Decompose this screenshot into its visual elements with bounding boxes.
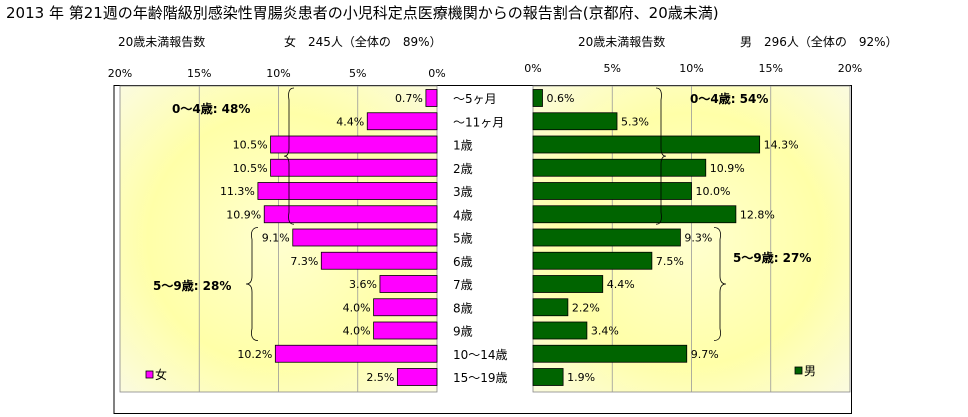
female-bar — [270, 135, 438, 154]
female-data-label: 3.6% — [349, 278, 377, 291]
male-data-label: 2.2% — [572, 301, 600, 314]
male-data-label: 3.4% — [591, 325, 619, 338]
chart-border — [113, 85, 852, 414]
female-count-label: 20歳未満報告数 — [118, 35, 206, 49]
female-bar — [257, 182, 438, 200]
category-label: 2歳 — [453, 162, 473, 176]
female-bar — [373, 298, 438, 317]
category-label: 5歳 — [453, 232, 473, 246]
female-data-label: 0.7% — [395, 92, 423, 105]
female-data-label: 10.5% — [233, 139, 268, 152]
female-tick-label: 10% — [266, 67, 290, 80]
female-tick-label: 15% — [187, 67, 211, 80]
female-bar — [396, 368, 438, 386]
category-label: 15～19歳 — [453, 371, 508, 385]
male-tick-label: 10% — [679, 62, 703, 75]
male-count-summary: 男 296人（全体の 92%） — [740, 35, 898, 49]
chart-title: 2013 年 第21週の年齢階級別感染性胃腸炎患者の小児科定点医療機関からの報告… — [6, 4, 719, 22]
category-label: 6歳 — [453, 255, 473, 269]
male-annotation-5-9: 5～9歳: 27% — [733, 250, 811, 265]
female-bar — [366, 112, 438, 131]
category-label: 8歳 — [453, 301, 473, 315]
male-brace-5-9 — [713, 227, 727, 341]
male-bar — [532, 228, 681, 247]
female-data-label: 7.3% — [290, 255, 318, 268]
female-bar — [425, 89, 438, 107]
female-data-label: 10.2% — [237, 348, 272, 361]
male-data-label: 4.4% — [607, 278, 635, 291]
female-tick-label: 5% — [349, 67, 366, 80]
female-annotation-5-9: 5～9歳: 28% — [153, 278, 231, 293]
male-data-label: 5.3% — [621, 115, 649, 128]
male-brace-0-4 — [655, 87, 667, 225]
category-label: 3歳 — [453, 185, 473, 199]
category-label: 4歳 — [453, 208, 473, 222]
male-data-label: 10.9% — [710, 162, 745, 175]
male-tick-label: 5% — [604, 62, 621, 75]
male-data-label: 1.9% — [567, 371, 595, 384]
male-data-label: 14.3% — [764, 139, 799, 152]
male-bar — [532, 321, 588, 340]
female-bar — [292, 228, 438, 247]
female-brace-5-9 — [245, 227, 259, 341]
male-bar — [532, 135, 761, 154]
male-bar — [532, 89, 543, 107]
female-legend-swatch — [145, 370, 154, 379]
male-tick-label: 0% — [524, 62, 541, 75]
female-data-label: 4.0% — [343, 325, 371, 338]
female-brace-0-4 — [283, 87, 295, 225]
category-label: 7歳 — [453, 278, 473, 292]
female-data-label: 11.3% — [220, 185, 255, 198]
male-bar — [532, 158, 707, 177]
male-data-label: 0.6% — [547, 92, 575, 105]
category-label: 1歳 — [453, 139, 473, 153]
male-bar — [532, 275, 604, 293]
female-bar — [263, 205, 438, 224]
male-legend-label: 男 — [804, 364, 816, 378]
female-data-label: 10.9% — [226, 208, 261, 221]
male-data-label: 10.0% — [696, 185, 731, 198]
female-annotation-0-4: 0～4歳: 48% — [172, 101, 250, 116]
female-data-label: 9.1% — [262, 232, 290, 245]
category-label: 9歳 — [453, 325, 473, 339]
female-count-summary: 女 245人（全体の 89%） — [284, 35, 442, 49]
female-bar — [274, 344, 438, 363]
female-data-label: 4.0% — [343, 301, 371, 314]
female-bar — [270, 158, 438, 177]
male-bar — [532, 205, 737, 224]
female-data-label: 4.4% — [336, 115, 364, 128]
male-bar — [532, 298, 569, 317]
female-bar — [320, 251, 438, 270]
male-bar — [532, 251, 653, 270]
category-label: ～5ヶ月 — [453, 92, 497, 106]
female-tick-label: 0% — [428, 67, 445, 80]
male-data-label: 7.5% — [656, 255, 684, 268]
male-tick-label: 20% — [838, 62, 862, 75]
male-data-label: 9.7% — [691, 348, 719, 361]
female-bar — [379, 275, 438, 293]
male-legend-swatch — [794, 366, 803, 375]
male-tick-label: 15% — [759, 62, 783, 75]
female-tick-label: 20% — [108, 67, 132, 80]
female-bar — [373, 321, 438, 340]
male-count-label: 20歳未満報告数 — [578, 35, 666, 49]
category-label: 10～14歳 — [453, 348, 508, 362]
male-data-label: 12.8% — [740, 208, 775, 221]
male-data-label: 9.3% — [684, 232, 712, 245]
female-legend-label: 女 — [155, 367, 167, 382]
male-bar — [532, 344, 688, 363]
male-bar — [532, 368, 564, 386]
category-label: ～11ヶ月 — [453, 115, 504, 129]
female-data-label: 10.5% — [233, 162, 268, 175]
female-data-label: 2.5% — [366, 371, 394, 384]
male-bar — [532, 112, 618, 131]
male-annotation-0-4: 0～4歳: 54% — [690, 91, 768, 106]
male-bar — [532, 182, 692, 200]
